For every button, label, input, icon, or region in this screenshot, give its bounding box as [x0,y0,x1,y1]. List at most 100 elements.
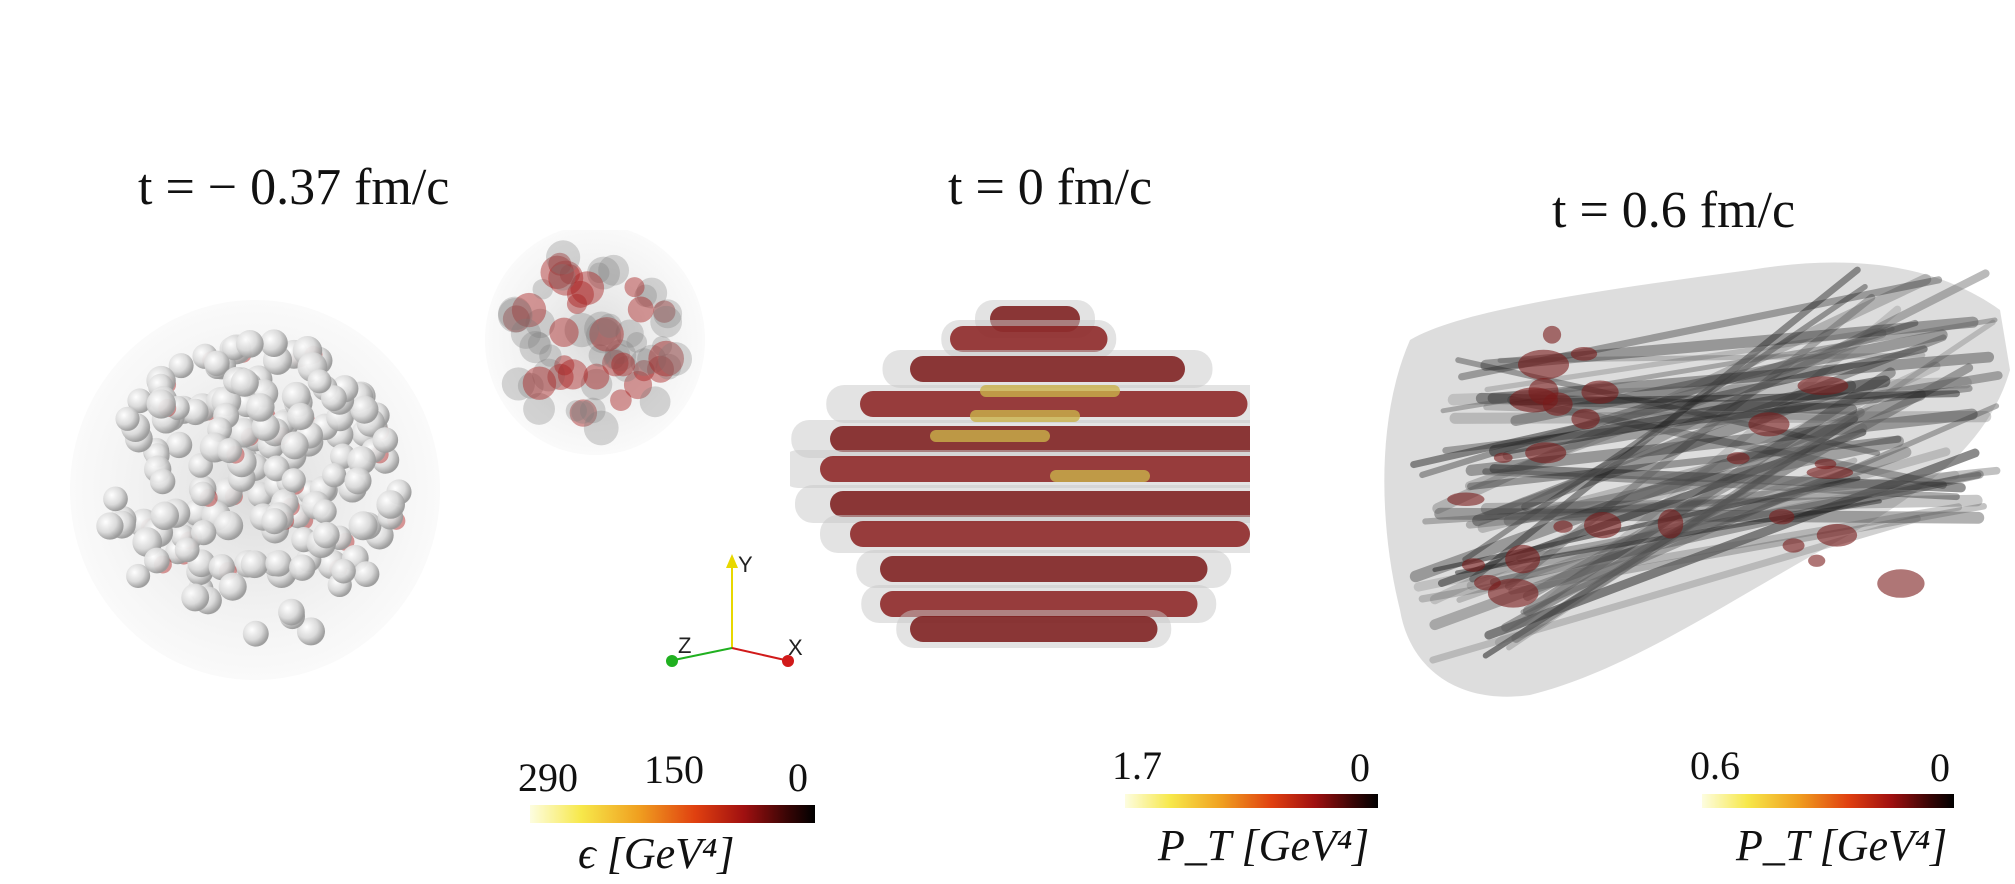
medium-blob [532,358,566,392]
medium-blob [634,284,657,307]
colorbar-2-title: P_T [GeV⁴] [1158,821,1370,870]
nucleon-sphere [242,620,269,647]
panel-1-time-text: t = − 0.37 fm/c [138,159,450,216]
nucleon-sphere [376,490,406,519]
nucleon-sphere [246,393,275,422]
medium-blob [548,252,572,276]
pressure-hotspot [1581,380,1619,404]
stream-line [1522,367,1896,617]
medium-sheet [860,391,1248,417]
medium-blob [589,316,624,352]
right-nucleus-haze [485,230,705,455]
nucleon-sphere [216,438,243,464]
medium-blob [583,363,610,390]
pressure-hotspot [1493,452,1513,463]
colorbar-1-tick-max: 290 [518,755,578,800]
medium-blob [565,400,587,422]
stream-line [1508,503,1987,595]
stream-line [1410,345,1928,469]
nucleon-sphere [281,468,306,493]
colorbar-3-tick-min: 0 [1930,745,1950,790]
stream-line [1510,329,1948,427]
z-axis-arrow [666,655,678,667]
nucleon-sphere [372,427,399,453]
panel-1-time-label: t = − 0.37 fm/c [138,162,449,214]
nucleon-sphere [265,550,292,577]
medium-blob [647,355,674,383]
medium-sheet [830,491,1250,517]
pressure-hotspot [1487,578,1539,608]
medium-blob [549,317,579,347]
medium-sheet [910,616,1158,642]
z-axis-label: Z [678,633,691,658]
nucleon-sphere [313,521,340,549]
pressure-hotspot [1806,465,1854,480]
colorbar-1-tick-mid: 150 [644,747,704,792]
stream-line [1484,326,1895,393]
medium-blob [604,339,637,372]
medium-sheet [950,326,1108,352]
medium-blob [639,386,671,418]
stream-line [1462,283,1868,563]
axes-triad: Y X Z [666,552,803,667]
colorbar-transverse-pressure-2: 0.6 0 P_T [GeV⁴] [1690,742,1990,882]
medium-blob [548,260,584,296]
nucleon-sphere [168,353,194,379]
colorbar-transverse-pressure-1: 1.7 0 P_T [GeV⁴] [1110,742,1410,882]
panel-3-hotspots [1447,325,1925,608]
medium-blob [557,359,589,390]
stream-line [1489,464,1966,493]
stream-line [1442,385,1973,454]
panel-1-nuclei-render [70,230,705,680]
stream-line [1480,316,1979,371]
medium-blob [588,262,610,284]
nucleon-sphere [115,406,140,431]
nucleon-sphere [280,431,309,460]
colorbar-2-tick-max: 1.7 [1112,743,1162,788]
medium-blob [655,353,682,380]
nucleon-sphere [190,481,215,507]
panel-3-time-text: t = 0.6 fm/c [1552,182,1796,239]
medium-blob [540,255,574,289]
hot-streak [1050,470,1150,482]
nucleon-sphere [307,369,332,394]
pressure-hotspot [1816,523,1858,547]
stream-line [1472,380,1857,527]
medium-blob [525,308,555,339]
medium-sheet [910,356,1185,382]
hot-streak [930,430,1050,442]
stream-line [1509,390,1960,406]
nucleon-sphere [174,537,200,563]
panel-2-medium-render [790,300,1250,648]
pressure-hotspot [1657,508,1684,539]
nucleon-sphere [347,446,376,475]
medium-blob [626,332,648,353]
medium-blob [636,277,668,309]
stream-line [1477,423,1868,533]
nucleon-sphere [260,329,288,358]
y-axis-arrow [726,554,738,568]
pressure-hotspot [1461,558,1486,572]
stream-line [1482,468,1960,501]
medium-blob [566,293,588,314]
medium-blob [522,366,557,400]
stream-line [1502,371,2003,460]
pressure-hotspot [1505,544,1541,574]
medium-blob [627,296,654,323]
nucleon-sphere [344,467,372,495]
stream-line [1409,388,1926,583]
medium-sheet [820,456,1250,482]
medium-sheet [880,556,1208,582]
pressure-hotspot [1571,408,1600,430]
panel-2-time-text: t = 0 fm/c [948,159,1153,216]
medium-blob [587,256,620,290]
stream-line [1503,435,1904,527]
medium-blob [637,344,667,374]
pressure-hotspot [1583,512,1622,539]
medium-blob [653,300,676,323]
hot-streak [980,385,1120,397]
pressure-hotspot [1808,554,1826,567]
stream-line [1413,470,1960,592]
x-axis-arrow [782,655,794,667]
medium-blob [527,332,551,355]
